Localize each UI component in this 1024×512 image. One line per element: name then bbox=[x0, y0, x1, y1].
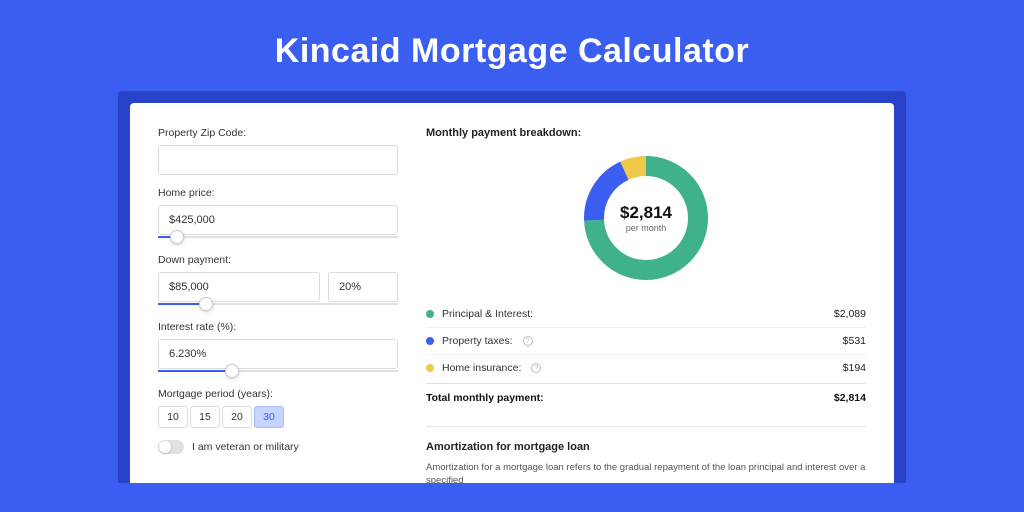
home-price-input[interactable] bbox=[158, 205, 398, 235]
slider-thumb[interactable] bbox=[199, 297, 213, 311]
period-option-20[interactable]: 20 bbox=[222, 406, 252, 428]
donut-sub: per month bbox=[626, 223, 667, 233]
legend-row: Property taxes:? $531 bbox=[426, 328, 866, 355]
legend-dot bbox=[426, 364, 434, 372]
legend-value: $194 bbox=[843, 362, 866, 374]
interest-rate-label: Interest rate (%): bbox=[158, 321, 398, 333]
legend: Principal & Interest: $2,089 Property taxe… bbox=[426, 301, 866, 381]
interest-rate-field-block: Interest rate (%): bbox=[158, 321, 398, 376]
legend-value: $2,089 bbox=[834, 308, 866, 320]
veteran-label: I am veteran or military bbox=[192, 441, 299, 453]
down-payment-pct-input[interactable] bbox=[328, 272, 398, 302]
legend-value: $531 bbox=[843, 335, 866, 347]
period-options: 10152030 bbox=[158, 406, 398, 428]
interest-rate-slider[interactable] bbox=[158, 368, 398, 376]
veteran-toggle-row: I am veteran or military bbox=[158, 440, 398, 454]
legend-row: Home insurance:? $194 bbox=[426, 355, 866, 381]
down-payment-slider[interactable] bbox=[158, 301, 398, 309]
calculator-frame: Property Zip Code: Home price: Down paym… bbox=[118, 91, 906, 483]
legend-dot bbox=[426, 337, 434, 345]
zip-label: Property Zip Code: bbox=[158, 127, 398, 139]
info-icon[interactable]: ? bbox=[523, 336, 533, 346]
total-value: $2,814 bbox=[834, 392, 866, 404]
breakdown-title: Monthly payment breakdown: bbox=[426, 127, 866, 139]
donut-chart: $2,814 per month bbox=[581, 153, 711, 283]
zip-field-block: Property Zip Code: bbox=[158, 127, 398, 175]
total-row: Total monthly payment: $2,814 bbox=[426, 383, 866, 412]
period-option-10[interactable]: 10 bbox=[158, 406, 188, 428]
home-price-label: Home price: bbox=[158, 187, 398, 199]
legend-label: Property taxes: bbox=[442, 335, 513, 347]
period-option-15[interactable]: 15 bbox=[190, 406, 220, 428]
breakdown-column: Monthly payment breakdown: $2,814 per mo… bbox=[426, 127, 866, 483]
legend-label: Principal & Interest: bbox=[442, 308, 533, 320]
interest-rate-input[interactable] bbox=[158, 339, 398, 369]
veteran-toggle[interactable] bbox=[158, 440, 184, 454]
form-column: Property Zip Code: Home price: Down paym… bbox=[158, 127, 398, 483]
donut-chart-container: $2,814 per month bbox=[426, 153, 866, 283]
slider-track bbox=[158, 236, 398, 238]
period-field-block: Mortgage period (years): 10152030 bbox=[158, 388, 398, 428]
page-title: Kincaid Mortgage Calculator bbox=[0, 0, 1024, 91]
legend-row: Principal & Interest: $2,089 bbox=[426, 301, 866, 328]
total-label: Total monthly payment: bbox=[426, 392, 544, 404]
home-price-slider[interactable] bbox=[158, 234, 398, 242]
amortization-text: Amortization for a mortgage loan refers … bbox=[426, 461, 866, 483]
calculator-card: Property Zip Code: Home price: Down paym… bbox=[130, 103, 894, 483]
down-payment-input[interactable] bbox=[158, 272, 320, 302]
amortization-title: Amortization for mortgage loan bbox=[426, 441, 866, 453]
down-payment-field-block: Down payment: bbox=[158, 254, 398, 309]
legend-dot bbox=[426, 310, 434, 318]
period-label: Mortgage period (years): bbox=[158, 388, 398, 400]
down-payment-label: Down payment: bbox=[158, 254, 398, 266]
info-icon[interactable]: ? bbox=[531, 363, 541, 373]
zip-input[interactable] bbox=[158, 145, 398, 175]
home-price-field-block: Home price: bbox=[158, 187, 398, 242]
donut-amount: $2,814 bbox=[620, 203, 672, 223]
legend-label: Home insurance: bbox=[442, 362, 521, 374]
period-option-30[interactable]: 30 bbox=[254, 406, 284, 428]
slider-thumb[interactable] bbox=[225, 364, 239, 378]
amortization-section: Amortization for mortgage loan Amortizat… bbox=[426, 426, 866, 483]
toggle-knob bbox=[159, 441, 171, 453]
donut-center: $2,814 per month bbox=[581, 153, 711, 283]
slider-thumb[interactable] bbox=[170, 230, 184, 244]
slider-fill bbox=[158, 370, 232, 372]
